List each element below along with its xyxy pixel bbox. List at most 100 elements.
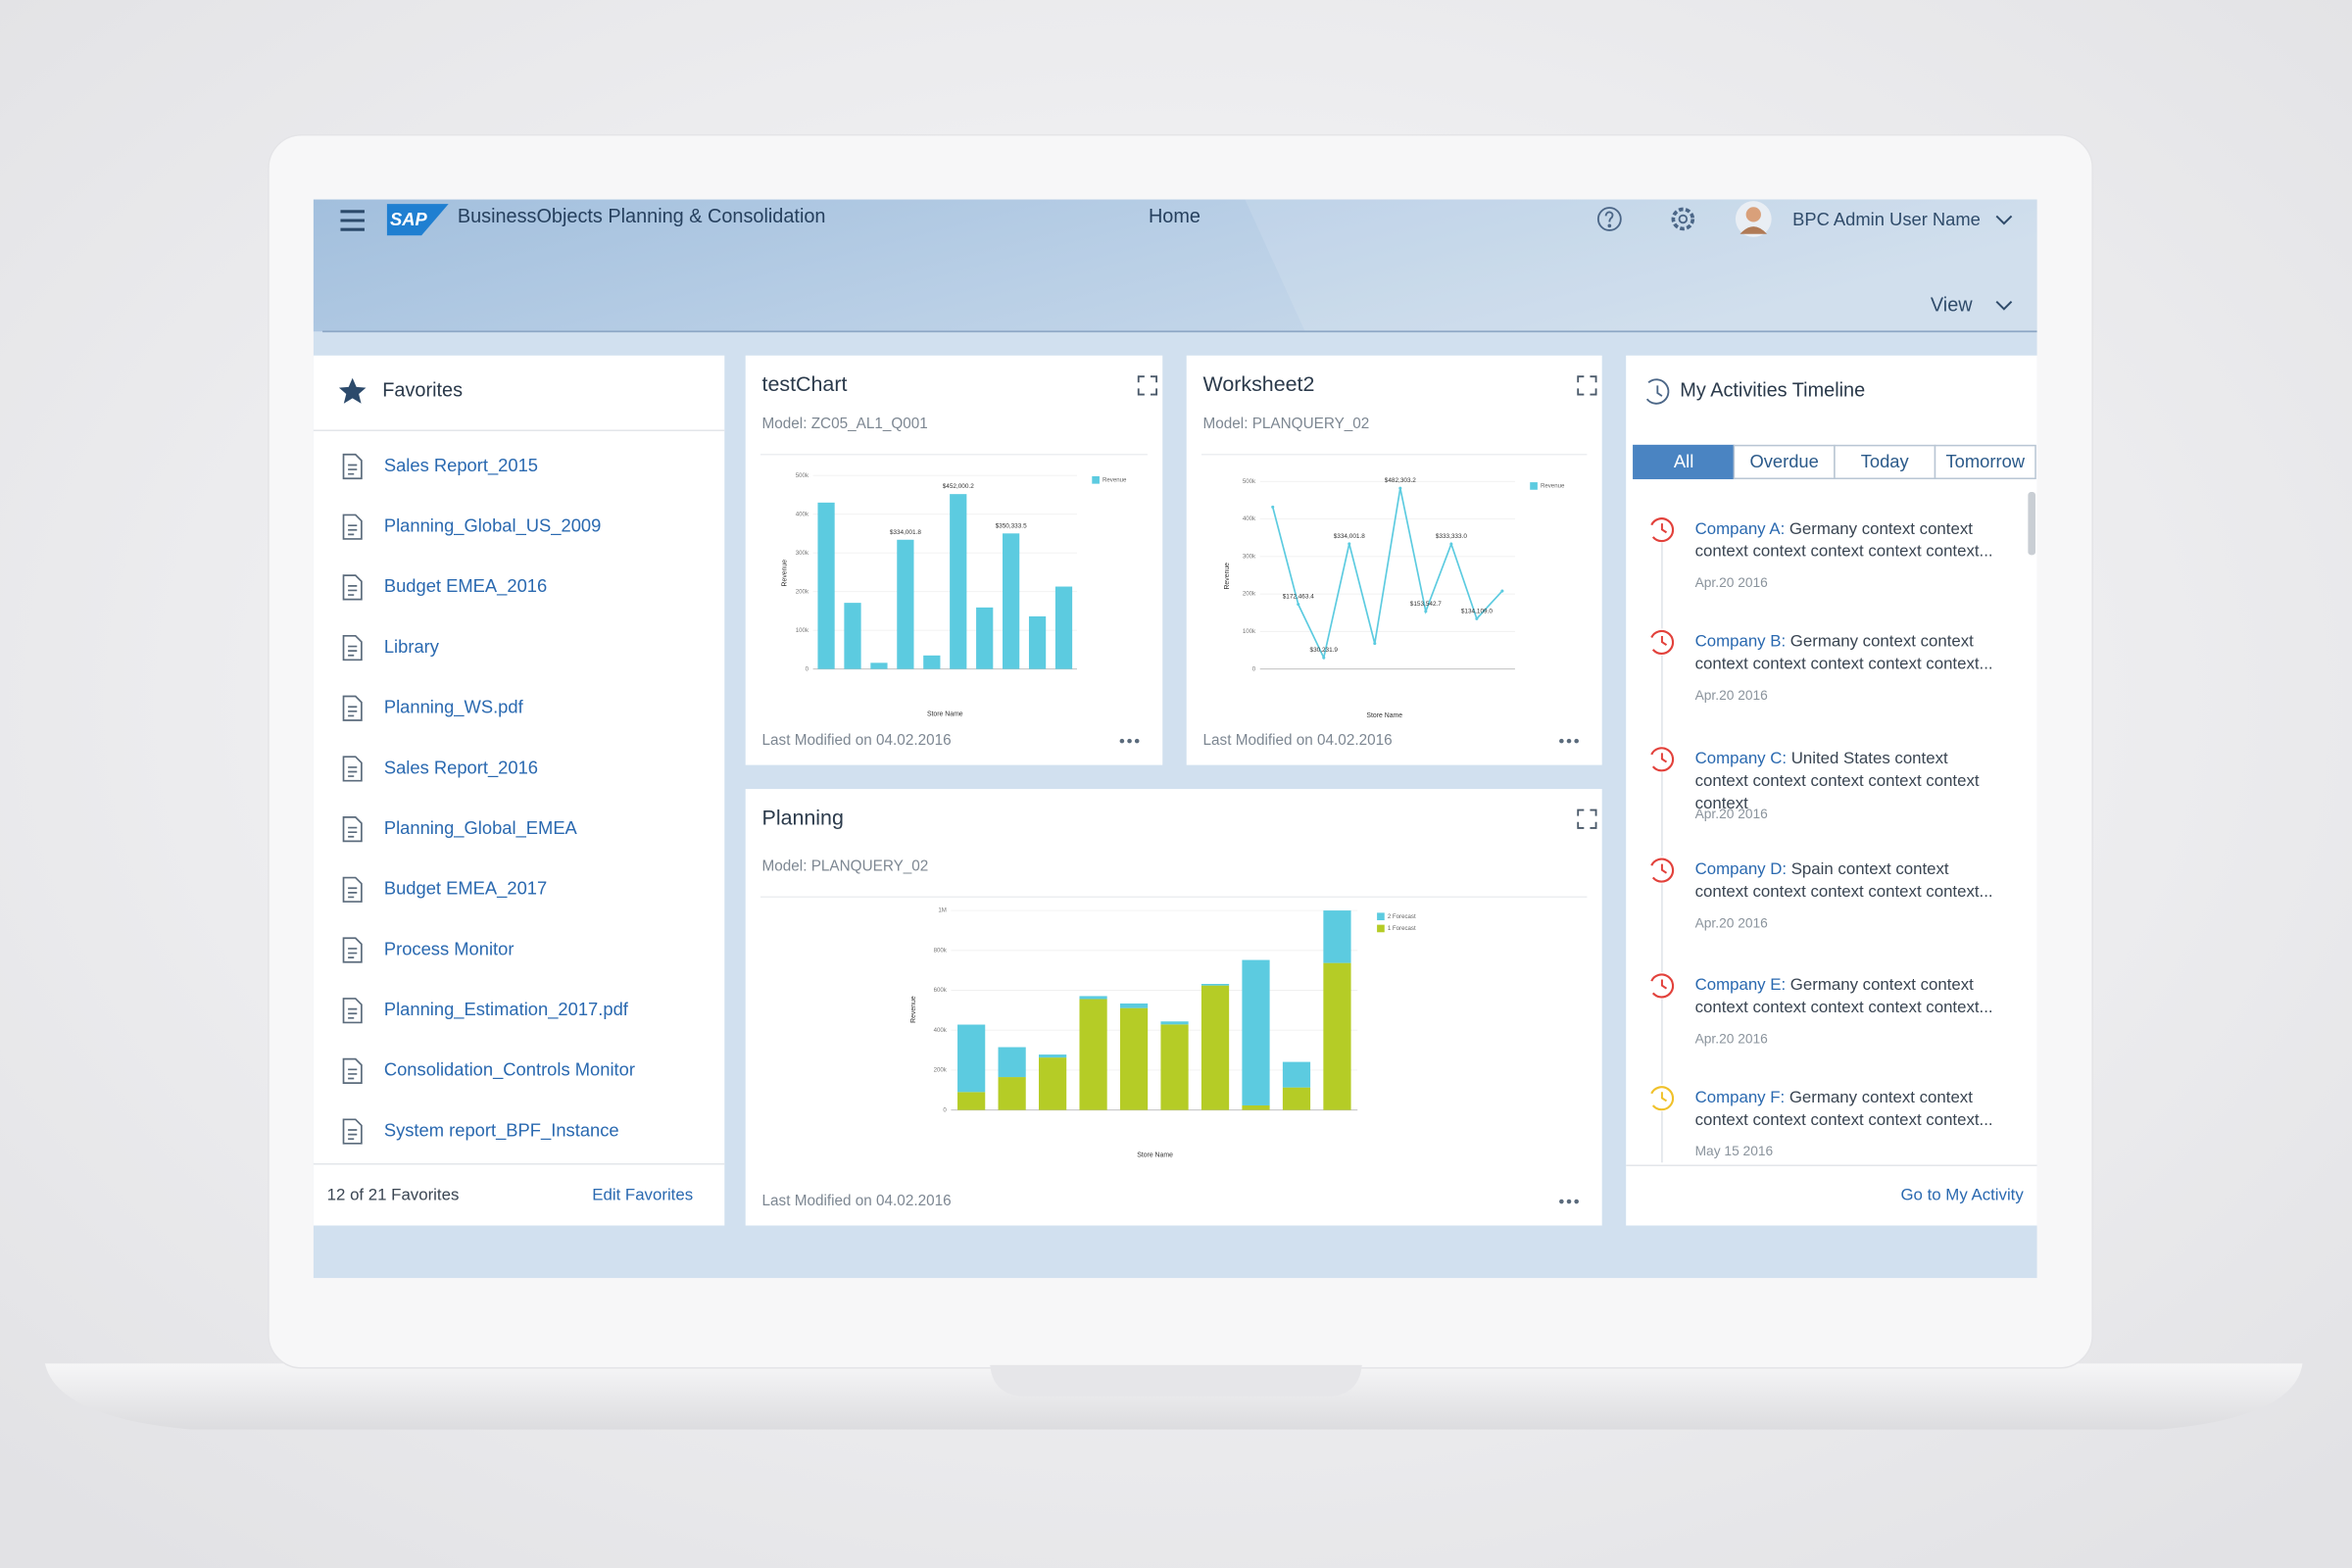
edit-favorites[interactable]: Edit Favorites [592,1185,693,1203]
legend-label: Revenue [1541,483,1565,490]
favorite-item[interactable]: Consolidation_Controls Monitor [342,1057,635,1084]
card-model: Model: PLANQUERY_02 [1203,416,1370,432]
laptop-notch [990,1364,1362,1397]
point [1449,542,1453,546]
item-icon [342,876,363,903]
favorite-item[interactable]: Sales Report_2015 [342,453,539,480]
card: Planning Model: PLANQUERY_02 Last Modified… [745,789,1602,1226]
y-tick-label: 500k [1243,478,1256,485]
activity-icon-hands [1660,635,1668,646]
bar-segment [998,1047,1026,1078]
data-label: $452,000.2 [943,483,974,490]
bar-segment [998,1077,1026,1110]
more-dot [1574,738,1579,744]
item-icon [342,453,363,480]
item-icon [342,998,363,1024]
user-avatar[interactable] [1735,201,1772,237]
x-axis-label: Store Name [927,710,963,717]
tab-label: Tomorrow [1945,451,2025,471]
activity-item[interactable]: Company B: Germany context context context… [1648,628,1993,703]
favorite-item[interactable]: Budget EMEA_2016 [342,574,548,601]
activity-detail: United States context [1791,749,1948,767]
legend-swatch [1092,475,1100,484]
history-hands [1656,385,1663,397]
activity-icon [1650,973,1675,999]
bar [1054,586,1073,669]
user-name[interactable]: BPC Admin User Name [1792,209,1981,229]
favorite-label: Consolidation_Controls Monitor [384,1059,635,1081]
activity-item[interactable]: Company F: Germany context context context… [1648,1084,1993,1159]
line [1271,487,1503,661]
activity-company: Company E: [1695,975,1787,994]
y-axis-label: Revenue [1224,563,1231,590]
expand-button[interactable] [1137,375,1158,396]
history-arc [1645,378,1670,405]
menu-button[interactable] [340,210,365,231]
favorite-item[interactable]: Planning_WS.pdf [342,695,524,721]
activity-detail: context context context context context.… [1695,655,1993,673]
favorite-item[interactable]: System report_BPF_Instance [342,1118,619,1145]
more-dot [1566,738,1572,744]
data-label: $333,333.0 [1436,533,1467,540]
card: testChart Model: ZC05_AL1_Q001 Last Modifi… [745,355,1163,765]
activity-detail: context context context context context [1695,771,1980,790]
settings-button[interactable] [1671,207,1695,231]
favorite-item[interactable]: Process Monitor [342,937,514,963]
bar-segment [1119,1003,1149,1008]
expand-button[interactable] [1577,808,1597,829]
activity-detail: Germany context context [1789,519,1973,538]
favorite-item[interactable]: Planning_Estimation_2017.pdf [342,998,629,1024]
activity-company: Company C: [1695,749,1788,767]
bar [870,662,888,669]
point [1373,642,1377,646]
tab[interactable] [1834,444,1936,480]
data-label: $334,001.8 [890,529,921,536]
bar-segment [1282,1087,1311,1110]
help-icon-mark [1604,211,1614,222]
tab-label: Overdue [1749,451,1818,471]
favorite-label: System report_BPF_Instance [384,1119,619,1141]
y-tick-label: 200k [796,588,809,595]
favorite-label: Planning_Global_US_2009 [384,515,602,537]
bar [897,539,914,669]
data-label: $30,231.9 [1310,647,1339,654]
bar-segment [1242,959,1270,1105]
favorite-item[interactable]: Planning_Global_EMEA [342,816,578,843]
activity-item[interactable]: Company D: Spain context context context c… [1648,856,1993,931]
view-button[interactable]: View [1931,294,1973,316]
item-icon [342,937,363,963]
bar [844,603,861,669]
bar-segment [1119,1007,1149,1110]
favorite-item[interactable]: Planning_Global_US_2009 [342,514,602,540]
favorite-item[interactable]: Sales Report_2016 [342,756,539,782]
activity-icon-hands [1660,753,1668,763]
activity-link[interactable]: Go to My Activity [1900,1185,2024,1203]
data-label: $172,463.4 [1283,594,1314,601]
bar [976,607,994,669]
y-tick-label: 200k [934,1067,948,1074]
activity-item[interactable]: Company E: Germany context context context… [1648,971,1993,1047]
favorite-item[interactable]: Budget EMEA_2017 [342,876,548,903]
tab[interactable] [1733,444,1836,480]
activity-item[interactable]: Company A: Germany context context context… [1648,515,1993,591]
bar [950,494,967,669]
bar-segment [957,1024,986,1093]
data-label: $350,333.5 [996,522,1027,529]
card: Worksheet2 Model: PLANQUERY_02 Last Modifi… [1186,355,1602,765]
bar-segment [1079,996,1107,1000]
item-icon [342,574,363,601]
tab[interactable] [1934,444,2036,480]
more-dot [1127,738,1132,744]
card-model: Model: PLANQUERY_02 [762,858,929,875]
activity-icon [1650,858,1675,883]
expand-button[interactable] [1577,375,1597,396]
favorite-label: Planning_Global_EMEA [384,817,578,839]
favorite-label: Sales Report_2015 [384,455,538,476]
activity-company: Company A: [1695,519,1786,538]
help-button[interactable] [1596,207,1622,231]
y-tick-label: 400k [796,511,809,517]
activity-item[interactable]: Company C: United States context context c… [1648,745,1980,821]
favorite-item[interactable]: Library [342,634,440,662]
card-bg [1186,355,1602,765]
